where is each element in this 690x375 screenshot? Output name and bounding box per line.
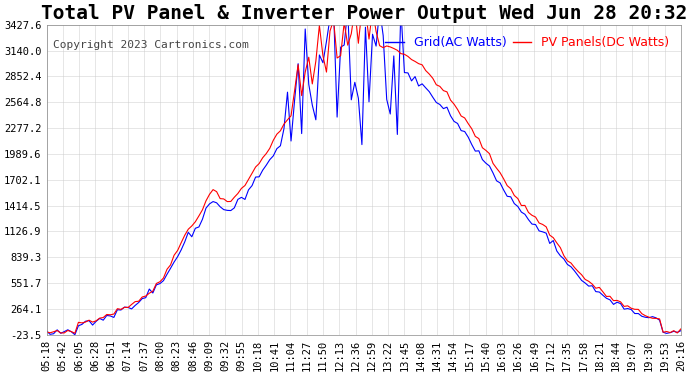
Text: Copyright 2023 Cartronics.com: Copyright 2023 Cartronics.com [53, 40, 248, 50]
Title: Total PV Panel & Inverter Power Output Wed Jun 28 20:32: Total PV Panel & Inverter Power Output W… [41, 4, 687, 23]
Legend: Grid(AC Watts), PV Panels(DC Watts): Grid(AC Watts), PV Panels(DC Watts) [380, 31, 675, 54]
